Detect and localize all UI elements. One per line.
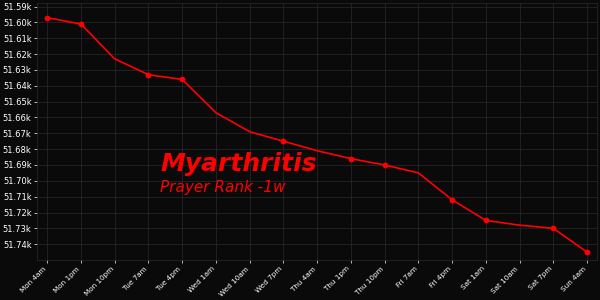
Point: [278, 139, 288, 144]
Point: [43, 15, 52, 20]
Point: [548, 226, 558, 231]
Point: [143, 72, 153, 77]
Text: Prayer Rank -1w: Prayer Rank -1w: [160, 181, 286, 196]
Point: [346, 156, 356, 161]
Point: [448, 197, 457, 202]
Point: [178, 77, 187, 82]
Point: [481, 218, 491, 223]
Point: [582, 250, 592, 254]
Point: [76, 22, 86, 26]
Text: Myarthritis: Myarthritis: [160, 152, 317, 176]
Point: [380, 163, 389, 167]
